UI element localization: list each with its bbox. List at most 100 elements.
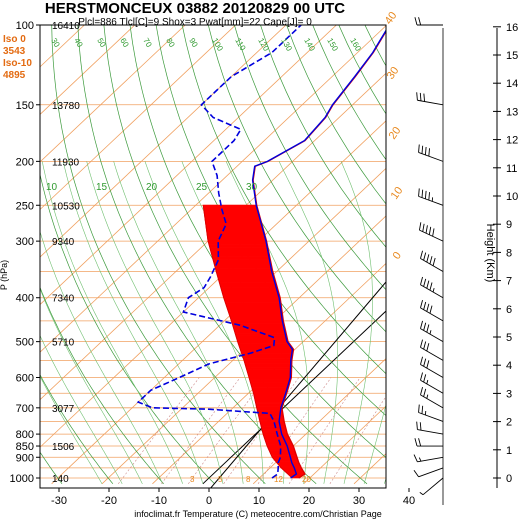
area-band	[223, 297, 281, 301]
wind-barb-feather	[423, 301, 427, 310]
height-tick-label: 2	[506, 417, 512, 429]
mixing-ratio-label: 3	[190, 475, 195, 484]
mixing-ratio-label: 12	[274, 475, 283, 484]
chart-title: HERSTMONCEUX 03882 20120829 00 UTC	[45, 0, 345, 17]
temperature-tick-label: 10	[253, 495, 265, 507]
pressure-tick-label: 600	[16, 373, 34, 385]
area-band	[215, 268, 274, 272]
wind-barb-feather	[416, 421, 418, 430]
height-meter-label: 5710	[52, 338, 75, 349]
area-band	[228, 313, 283, 317]
wind-barb-feather	[426, 254, 430, 263]
wind-barb-feather	[420, 300, 423, 309]
temperature-tick-label: 20	[303, 495, 315, 507]
wind-barb-staff	[419, 229, 444, 242]
wind-barb-staff	[417, 456, 444, 463]
area-band	[237, 343, 292, 346]
height-tick-label: 8	[506, 247, 512, 259]
area-band	[225, 304, 282, 308]
moist-adiabat-label: 10	[46, 182, 58, 193]
wind-barb-feather	[418, 222, 422, 231]
height-tick-label: 1	[506, 445, 512, 457]
wind-barb-feather	[413, 454, 418, 462]
wind-barbs	[413, 17, 444, 505]
isotherm-line	[40, 25, 237, 211]
isotherm-line	[51, 167, 386, 485]
isotherm-line	[252, 358, 386, 485]
area-band	[239, 349, 294, 352]
wind-barb-feather	[432, 257, 436, 266]
height-tick-label: 6	[506, 304, 512, 316]
area-band	[245, 365, 292, 368]
wind-barb-feather	[426, 343, 430, 352]
area-band	[241, 354, 293, 358]
moist-adiabat	[40, 334, 123, 484]
height-tick-label: 9	[506, 219, 512, 231]
area-band	[211, 253, 271, 258]
wind-barb-feather	[428, 226, 432, 235]
dry-adiabat-label: 0	[391, 250, 404, 262]
plot-frame	[39, 24, 387, 489]
height-meter-label: 13780	[52, 101, 80, 112]
moist-adiabat-label: 30	[246, 182, 258, 193]
area-band	[212, 259, 272, 264]
pressure-tick-label: 900	[16, 452, 34, 464]
temperature-tick-label: -20	[101, 495, 117, 507]
height-meter-label: 3077	[52, 404, 75, 415]
height-tick-label: 7	[506, 276, 512, 288]
wind-barb-feather	[426, 280, 430, 289]
temperature-tick-label: 0	[206, 495, 212, 507]
parcel-line	[202, 205, 293, 479]
wind-barb-staff	[418, 412, 444, 422]
height-meter-label: 11930	[52, 157, 80, 168]
wind-barb-feather	[420, 320, 423, 329]
wind-barb-half-feather	[432, 288, 435, 293]
height-tick-label: 10	[506, 191, 518, 203]
temperature-tick-label: -30	[51, 495, 67, 507]
area-band	[237, 341, 290, 344]
pressure-tick-label: 200	[16, 156, 34, 168]
wind-barb-feather	[423, 374, 427, 383]
area-band	[236, 339, 289, 342]
iso0-label: Iso 0	[3, 34, 26, 45]
pressure-tick-label: 500	[16, 337, 34, 349]
chart-subtitle: Plcl=886 Tlcl[C]=9 Shox=3 Pwat[mm]=22 Ca…	[78, 17, 312, 28]
area-band	[224, 299, 282, 303]
mixing-ratio-line	[161, 377, 241, 484]
wind-barb-feather	[428, 148, 430, 157]
pressure-tick-label: 850	[16, 441, 34, 453]
mixing-ratio-label: 20	[302, 475, 311, 484]
mixing-ratio-line	[118, 377, 200, 484]
isotherm-line	[40, 25, 136, 115]
height-meter-label: 1506	[52, 442, 75, 453]
wind-barb-half-feather	[418, 457, 422, 462]
background-grid	[40, 25, 386, 488]
area-cap	[202, 204, 267, 242]
wind-barb-feather	[418, 17, 422, 26]
height-tick-label: 14	[506, 78, 518, 90]
area-band	[244, 361, 293, 365]
wind-barb-staff	[420, 364, 444, 378]
mixing-ratio-line	[188, 377, 266, 484]
levels-box: Iso 0 3543 Iso-10 4895	[3, 34, 32, 81]
footer-credit: infoclimat.fr Temperature (C) meteocentr…	[134, 509, 381, 519]
temperature-tick-label: -10	[151, 495, 167, 507]
area-band	[235, 335, 288, 338]
wind-barb-half-feather	[426, 394, 429, 399]
mixing-ratio-line	[257, 377, 332, 484]
area-band	[221, 292, 280, 296]
wind-barb-feather	[419, 422, 422, 431]
pressure-tick-label: 100	[16, 20, 34, 32]
wind-barb-staff	[420, 346, 444, 361]
wind-barb-staff	[420, 394, 444, 409]
wind-barb-feather	[429, 305, 433, 314]
wind-barb-half-feather	[426, 379, 429, 385]
wind-barb-feather	[413, 469, 419, 478]
dry-adiabat-label: 10	[389, 185, 406, 202]
area-band	[229, 316, 284, 319]
area-band	[226, 307, 283, 310]
pressure-tick-label: 300	[16, 236, 34, 248]
temperature-line	[251, 29, 386, 479]
height-meter-label: 140	[52, 474, 69, 485]
